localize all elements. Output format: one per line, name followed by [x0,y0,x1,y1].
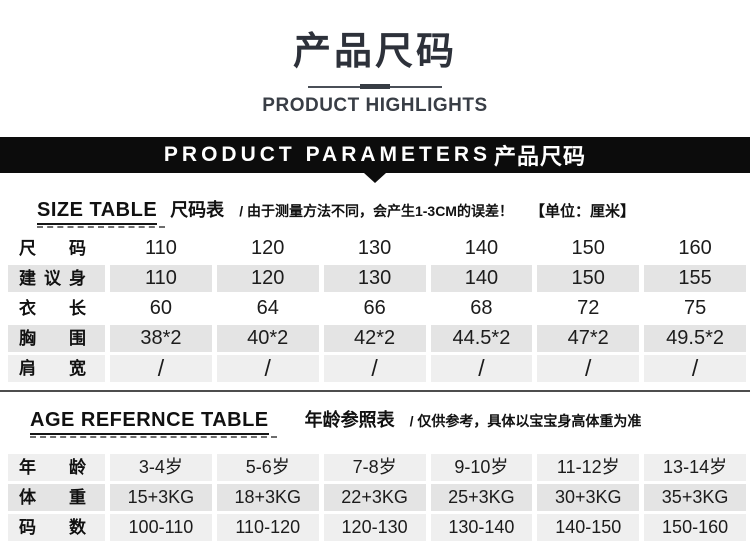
page-subtitle: PRODUCT HIGHLIGHTS [262,95,488,116]
table-cell: 68 [430,295,533,322]
table-cell: 120 [216,235,319,262]
row-label: 体重 [8,484,105,511]
age-table: 年龄 3-4岁 5-6岁 7-8岁 9-10岁 11-12岁 13-14岁 体重 15+3KG 1… [8,454,746,541]
table-cell: 130-140 [430,514,533,541]
table-cell: / [323,355,426,382]
table-cell: 7-8岁 [323,454,426,481]
size-table-section: SIZE TABLE 尺码表 / 由于测量方法不同，会产生1-3CM的误差！ 【… [0,196,750,382]
table-cell: 18+3KG [216,484,319,511]
row-label: 码数 [8,514,105,541]
table-cell: 9-10岁 [430,454,533,481]
table-cell: 44.5*2 [430,325,533,352]
age-table-title-en: AGE REFERNCE TABLE [30,409,277,438]
table-cell: 35+3KG [644,484,746,511]
table-cell: 40*2 [216,325,319,352]
table-cell: 75 [644,295,746,322]
table-cell: 60 [110,295,212,322]
table-cell: / [430,355,533,382]
row-label: 尺码 [8,235,105,262]
table-cell: 15+3KG [110,484,212,511]
table-cell: 130 [323,265,426,292]
table-cell: 30+3KG [537,484,640,511]
table-cell: 160 [644,235,746,262]
size-table-note: / 由于测量方法不同，会产生1-3CM的误差！ [239,203,513,219]
table-cell: / [644,355,746,382]
table-cell: / [110,355,212,382]
size-table-title-en: SIZE TABLE [37,199,166,228]
table-cell: 150-160 [644,514,746,541]
decorative-divider [308,84,442,89]
section-banner: PRODUCT PARAMETERS 产品尺码 [0,137,750,173]
table-cell: / [537,355,640,382]
table-cell: 49.5*2 [644,325,746,352]
banner-text-cn: 产品尺码 [494,144,587,169]
table-cell: 5-6岁 [216,454,319,481]
table-cell: 3-4岁 [110,454,212,481]
age-table-header: AGE REFERNCE TABLE 年龄参照表 / 仅供参考，具体以宝宝身高体… [30,406,740,438]
row-label: 肩宽 [8,355,105,382]
section-divider [0,390,750,392]
table-cell: 64 [216,295,319,322]
table-cell: 140-150 [537,514,640,541]
table-cell: 72 [537,295,640,322]
table-cell: 47*2 [537,325,640,352]
table-cell: 130 [323,235,426,262]
table-cell: 120-130 [323,514,426,541]
table-cell: 155 [644,265,746,292]
age-table-note: / 仅供参考，具体以宝宝身高体重为准 [409,413,642,429]
table-cell: 120 [216,265,319,292]
table-cell: 110 [110,265,212,292]
age-table-title-cn: 年龄参照表 [304,410,395,430]
table-cell: 11-12岁 [537,454,640,481]
size-table-header: SIZE TABLE 尺码表 / 由于测量方法不同，会产生1-3CM的误差！ 【… [37,196,740,228]
table-cell: 13-14岁 [644,454,746,481]
triangle-down-icon [364,173,386,183]
table-cell: / [216,355,319,382]
age-table-section: AGE REFERNCE TABLE 年龄参照表 / 仅供参考，具体以宝宝身高体… [0,406,750,541]
table-cell: 140 [430,265,533,292]
table-cell: 38*2 [110,325,212,352]
divider-thick-segment [360,84,390,89]
page-title: 产品尺码 [292,31,457,73]
table-cell: 42*2 [323,325,426,352]
row-label: 胸围 [8,325,105,352]
size-table-title-cn: 尺码表 [170,200,225,220]
table-cell: 22+3KG [323,484,426,511]
table-cell: 150 [537,235,640,262]
size-table-unit: 【单位：厘米】 [529,203,635,220]
table-cell: 25+3KG [430,484,533,511]
table-cell: 110-120 [216,514,319,541]
table-cell: 66 [323,295,426,322]
row-label: 建议身高 [8,265,105,315]
page-header: 产品尺码 PRODUCT HIGHLIGHTS [0,0,750,117]
table-cell: 100-110 [110,514,212,541]
table-cell: 140 [430,235,533,262]
row-label: 衣长 [8,295,105,322]
banner-text-en: PRODUCT PARAMETERS [163,143,492,166]
row-label: 年龄 [8,454,105,481]
table-cell: 110 [110,235,212,262]
table-cell: 150 [537,265,640,292]
